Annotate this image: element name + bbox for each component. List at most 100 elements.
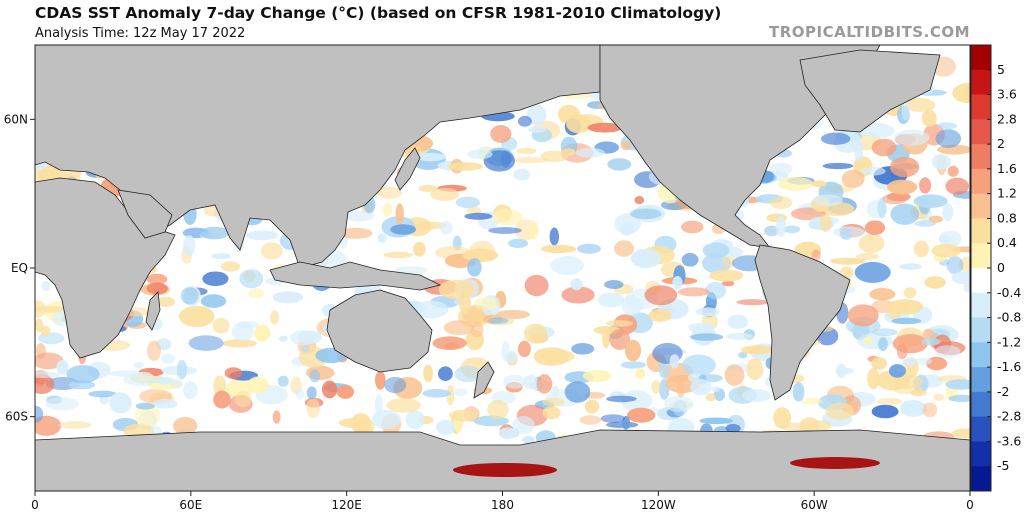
- anomaly-blob: [676, 380, 685, 399]
- x-tick-label: 60E: [179, 498, 202, 512]
- anomaly-patch-ross-sea: [453, 463, 557, 477]
- land-madagascar: [145, 291, 161, 331]
- anomaly-blob: [156, 296, 176, 307]
- colorbar-label: 1.2: [997, 186, 1017, 201]
- anomaly-blob: [231, 321, 254, 342]
- anomaly-blob: [663, 395, 694, 412]
- x-tick-label: 0: [31, 498, 39, 512]
- anomaly-blob: [384, 376, 407, 394]
- anomaly-blob: [146, 282, 168, 295]
- anomaly-blob: [467, 258, 482, 277]
- anomaly-blob: [220, 261, 241, 272]
- colorbar-label: 2: [997, 136, 1005, 151]
- anomaly-blob: [35, 352, 64, 370]
- anomaly-blob: [839, 228, 853, 240]
- anomaly-patch-weddell-sea: [790, 457, 880, 469]
- anomaly-blob: [254, 324, 271, 342]
- anomaly-blob: [658, 359, 670, 379]
- anomaly-blob: [921, 109, 937, 127]
- land-arabia: [117, 189, 173, 239]
- anomaly-blob: [58, 421, 92, 429]
- colorbar-label: -5: [997, 458, 1009, 473]
- anomaly-blob: [528, 126, 547, 133]
- anomaly-blob: [487, 400, 509, 420]
- anomaly-blob: [775, 215, 787, 238]
- anomaly-blob: [446, 384, 455, 406]
- colorbar-swatch: [971, 218, 991, 244]
- anomaly-blob: [455, 196, 480, 209]
- anomaly-blob: [239, 269, 264, 289]
- anomaly-blob: [423, 364, 433, 383]
- colorbar-label: 2.8: [997, 111, 1017, 126]
- colorbar-swatch: [971, 367, 991, 393]
- anomaly-blob: [443, 320, 475, 336]
- anomaly-blob: [727, 314, 749, 330]
- colorbar-swatch: [971, 441, 991, 467]
- anomaly-blob: [721, 280, 735, 287]
- anomaly-blob: [439, 221, 453, 235]
- anomaly-blob: [464, 212, 493, 220]
- anomaly-blob: [644, 285, 678, 306]
- anomaly-blob: [272, 291, 304, 304]
- anomaly-blob: [147, 340, 161, 361]
- anomaly-blob: [738, 352, 748, 359]
- anomaly-blob: [412, 300, 449, 319]
- colorbar-swatch: [971, 193, 991, 219]
- analysis-time: Analysis Time: 12z May 17 2022: [35, 26, 246, 41]
- anomaly-blob: [155, 376, 174, 385]
- anomaly-blob: [859, 123, 895, 139]
- anomaly-blob: [801, 398, 823, 405]
- anomaly-blob: [377, 233, 387, 243]
- anomaly-blob: [523, 374, 539, 389]
- anomaly-blob: [512, 416, 535, 434]
- land-new-zealand: [473, 361, 495, 399]
- anomaly-blob: [524, 274, 549, 297]
- anomaly-blob: [260, 242, 283, 260]
- chart-title: CDAS SST Anomaly 7-day Change (°C) (base…: [35, 4, 722, 22]
- anomaly-blob: [540, 150, 569, 163]
- anomaly-blob: [913, 240, 930, 258]
- anomaly-blob: [527, 220, 539, 240]
- anomaly-blob: [507, 238, 529, 248]
- anomaly-blob: [841, 169, 865, 188]
- anomaly-blob: [913, 194, 948, 208]
- anomaly-blob: [513, 168, 531, 181]
- anomaly-blob: [678, 287, 710, 297]
- anomaly-blob: [178, 305, 215, 328]
- anomaly-blob: [606, 320, 634, 327]
- anomaly-blob: [44, 397, 79, 411]
- anomaly-blob: [811, 180, 827, 187]
- anomaly-blob: [575, 147, 605, 158]
- anomaly-blob: [152, 399, 178, 409]
- anomaly-blob: [963, 86, 970, 97]
- anomaly-blob: [270, 310, 279, 325]
- anomaly-blob: [867, 368, 880, 390]
- anomaly-blob: [375, 370, 386, 390]
- anomaly-blob: [892, 334, 928, 354]
- anomaly-blob: [882, 193, 908, 205]
- anomaly-blob: [462, 248, 498, 262]
- anomaly-blob: [383, 251, 414, 259]
- anomaly-blob: [490, 124, 512, 143]
- anomaly-blob: [135, 402, 155, 410]
- colorbar: 5 3.6 2.8 2 1.6 1.2 0.8 0.4 0 -0.4 -0.8 -1.2 -1.6 -2 -…: [970, 44, 1021, 492]
- anomaly-blob: [382, 202, 393, 217]
- anomaly-blob: [922, 328, 935, 340]
- colorbar-label: 0: [997, 260, 1005, 275]
- anomaly-blob: [180, 287, 199, 305]
- anomaly-blob: [903, 287, 917, 299]
- anomaly-blob: [576, 243, 601, 254]
- anomaly-blob: [374, 394, 383, 416]
- anomaly-blob: [909, 389, 927, 396]
- anomaly-blob: [871, 138, 897, 157]
- anomaly-blob: [942, 203, 954, 222]
- anomaly-blob: [438, 279, 474, 300]
- land-greenland: [799, 49, 941, 133]
- anomaly-blob: [467, 149, 493, 160]
- colorbar-label: 0.8: [997, 210, 1017, 225]
- anomaly-blob: [711, 386, 721, 393]
- anomaly-blob: [277, 375, 289, 387]
- anomaly-blob: [488, 227, 522, 234]
- colorbar-label: 1.6: [997, 161, 1017, 176]
- anomaly-blob: [634, 196, 645, 205]
